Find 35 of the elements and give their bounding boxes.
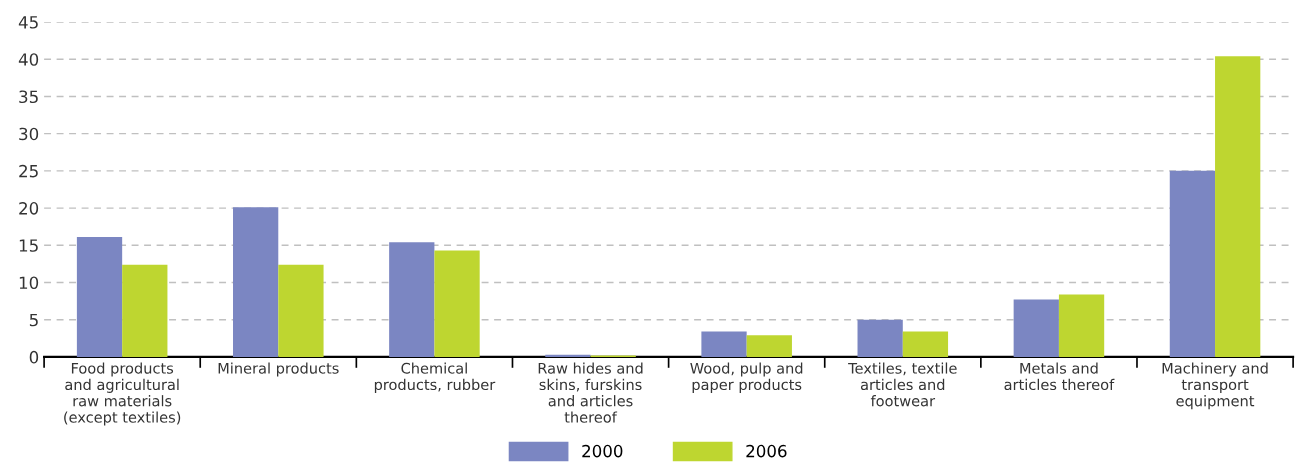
bar xyxy=(278,264,324,357)
x-tick-label: Mineral products xyxy=(218,362,339,377)
y-tick-label: 30 xyxy=(19,127,39,141)
y-tick-label: 15 xyxy=(19,239,38,252)
x-tick-label: Textiles, textile articles and footwear xyxy=(848,362,957,407)
x-tick-label: Machinery and transport equipment xyxy=(1162,362,1268,410)
y-tick-label: 5 xyxy=(29,313,38,327)
bar xyxy=(701,331,747,357)
x-tick-label: Food products and agricultural raw materials (except textiles) xyxy=(64,362,181,426)
bar xyxy=(122,264,168,357)
y-tick-label: 10 xyxy=(19,276,39,290)
x-tick-label: Wood, pulp and paper products xyxy=(690,362,803,393)
bar xyxy=(1169,170,1216,357)
y-tick-label: 35 xyxy=(19,90,38,104)
y-tick-label: 25 xyxy=(19,164,38,178)
bar xyxy=(857,319,903,357)
bar xyxy=(545,354,591,357)
bar xyxy=(233,207,279,357)
bar xyxy=(434,250,480,357)
y-tick-label: 20 xyxy=(19,202,39,215)
legend-label: 2006 xyxy=(746,444,787,458)
x-tick-label: Raw hides and skins, furskins and articles thereof xyxy=(538,362,643,423)
x-tick-label: Chemical products, rubber xyxy=(374,362,496,393)
y-tick-label: 40 xyxy=(18,53,39,66)
bar xyxy=(76,237,123,357)
y-tick-label: 45 xyxy=(18,16,38,29)
x-tick-label: Metals and articles thereof xyxy=(1004,362,1115,391)
bar xyxy=(1013,299,1059,357)
bar xyxy=(902,331,949,357)
y-tick-label: 0 xyxy=(29,350,39,364)
bar xyxy=(1215,56,1261,357)
bar xyxy=(389,242,435,357)
legend-label: 2000 xyxy=(582,444,623,458)
bar xyxy=(746,335,792,357)
bar xyxy=(1058,294,1105,357)
